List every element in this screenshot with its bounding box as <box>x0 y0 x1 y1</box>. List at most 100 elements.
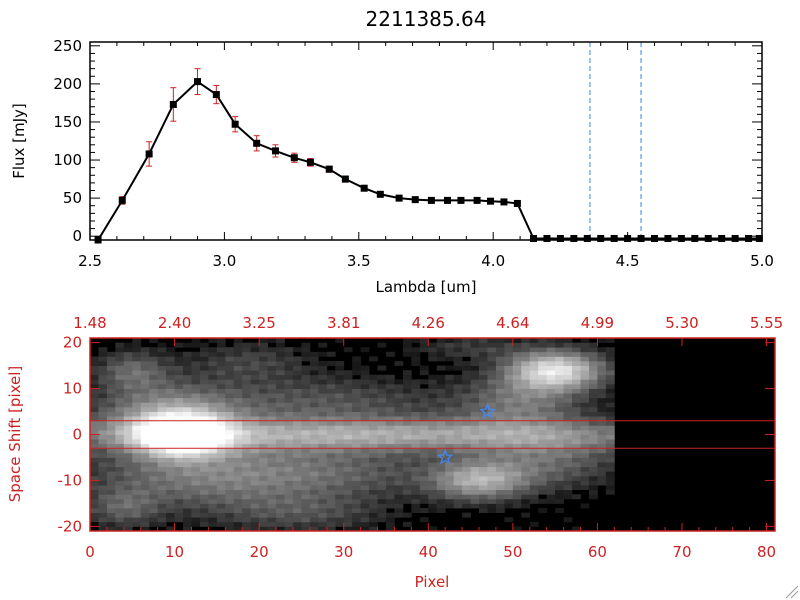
heatmap-cell <box>588 356 598 362</box>
heatmap-cell <box>276 434 285 440</box>
heatmap-cell <box>326 489 336 495</box>
heatmap-cell <box>292 388 302 394</box>
heatmap-cell <box>166 434 175 440</box>
heatmap-cell <box>123 494 133 500</box>
heatmap-cell <box>284 388 294 394</box>
heatmap-cell <box>360 383 370 389</box>
heatmap-cell <box>495 457 505 463</box>
heatmap-cell <box>106 457 116 463</box>
heatmap-cell <box>157 480 167 486</box>
heatmap-cell <box>462 411 471 417</box>
heatmap-cell <box>318 508 328 514</box>
heatmap-cell <box>369 439 378 445</box>
heatmap-cell <box>259 360 268 366</box>
heatmap-cell <box>259 475 268 481</box>
heatmap-cell <box>326 383 336 389</box>
heatmap-cell <box>555 356 564 362</box>
heatmap-cell <box>267 494 277 500</box>
heatmap-cell <box>343 443 353 449</box>
heatmap-cell <box>149 351 159 357</box>
heatmap-cell <box>529 521 539 527</box>
heatmap-cell <box>343 397 353 403</box>
heatmap-cell <box>555 439 564 445</box>
heatmap-cell <box>132 485 142 491</box>
heatmap-cell <box>487 425 497 431</box>
resize-grip-icon[interactable] <box>785 585 799 599</box>
heatmap-cell <box>115 388 125 394</box>
heatmap-cell <box>166 379 175 385</box>
heatmap-cell <box>529 356 539 362</box>
heatmap-cell <box>521 434 531 440</box>
heatmap-cell <box>563 365 573 371</box>
heatmap-cell <box>191 402 201 408</box>
heatmap-cell <box>352 508 362 514</box>
heatmap-cell <box>411 466 421 472</box>
heatmap-cell <box>563 439 573 445</box>
heatmap-cell <box>453 402 463 408</box>
heatmap-cell <box>132 388 142 394</box>
heatmap-cell <box>563 420 573 426</box>
heatmap-cell <box>123 416 133 422</box>
heatmap-cell <box>174 383 184 389</box>
heatmap-cell <box>605 374 615 380</box>
heatmap-cell <box>174 480 184 486</box>
heatmap-cell <box>470 416 480 422</box>
heatmap-cell <box>225 429 235 435</box>
heatmap-cell <box>157 475 167 481</box>
heatmap-cell <box>453 452 463 458</box>
heatmap-cell <box>276 462 285 468</box>
heatmap-cell <box>98 351 108 357</box>
heatmap-cell <box>428 397 438 403</box>
heatmap-cell <box>352 420 362 426</box>
heatmap-cell <box>597 471 607 477</box>
heatmap-cell <box>605 370 615 376</box>
heatmap-cell <box>377 365 387 371</box>
heatmap-cell <box>563 338 573 343</box>
heatmap-cell <box>183 365 192 371</box>
heatmap-cell <box>199 347 209 353</box>
data-point <box>556 234 564 242</box>
heatmap-cell <box>394 439 404 445</box>
heatmap-cell <box>360 406 370 412</box>
heatmap-cell <box>411 360 421 366</box>
heatmap-cell <box>149 475 159 481</box>
heatmap-cell <box>233 383 243 389</box>
heatmap-cell <box>166 489 175 495</box>
heatmap-cell <box>123 374 133 380</box>
heatmap-cell <box>199 342 209 348</box>
heatmap-cell <box>157 360 167 366</box>
heatmap-cell <box>225 360 235 366</box>
heatmap-cell <box>529 462 539 468</box>
heatmap-cell <box>225 448 235 454</box>
heatmap-cell <box>140 411 150 417</box>
heatmap-cell <box>326 429 336 435</box>
heatmap-cell <box>284 526 294 532</box>
y-tick-label: 250 <box>53 37 82 55</box>
heatmap-cell <box>487 411 497 417</box>
heatmap-cell <box>166 512 175 518</box>
heatmap-cell <box>402 370 412 376</box>
heatmap-cell <box>343 475 353 481</box>
heatmap-cell <box>580 342 590 348</box>
heatmap-cell <box>276 406 285 412</box>
heatmap-cell <box>318 360 328 366</box>
heatmap-cell <box>495 383 505 389</box>
heatmap-cell <box>538 457 548 463</box>
heatmap-cell <box>360 489 370 495</box>
heatmap-cell <box>326 406 336 412</box>
heatmap-cell <box>377 416 387 422</box>
heatmap-cell <box>90 452 99 458</box>
heatmap-cell <box>377 342 387 348</box>
heatmap-cell <box>588 360 598 366</box>
heatmap-cell <box>267 374 277 380</box>
heatmap-cell <box>115 416 125 422</box>
heatmap-cell <box>157 466 167 472</box>
pixel-tick-label: 70 <box>672 543 691 561</box>
heatmap-cell <box>267 393 277 399</box>
heatmap-cell <box>605 434 615 440</box>
heatmap-cell <box>259 393 268 399</box>
heatmap-cell <box>115 494 125 500</box>
heatmap-cell <box>495 443 505 449</box>
heatmap-cell <box>233 379 243 385</box>
